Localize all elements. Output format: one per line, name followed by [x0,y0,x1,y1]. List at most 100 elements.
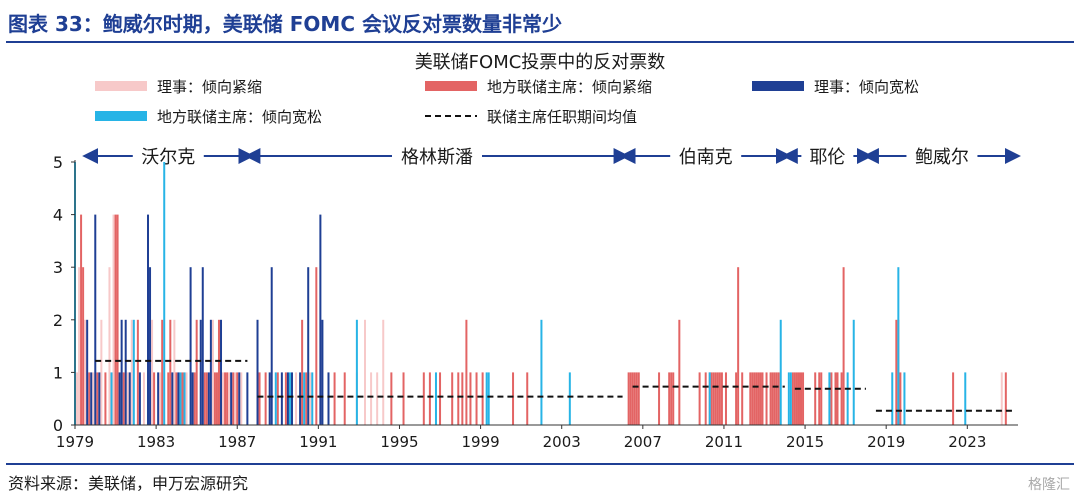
bar-governor_loose-21 [230,372,233,425]
bar-governor_tight-11 [159,372,162,425]
bar-president_tight-81 [769,372,772,425]
bar-president_loose-21 [846,372,849,425]
legend-label-governor_tight: 理事：倾向紧缩 [157,78,262,96]
bar-president_tight-11 [167,372,170,425]
bar-president_loose-13 [487,372,490,425]
bar-president_tight-2 [88,372,91,425]
bar-governor_loose-16 [199,319,202,425]
bar-governor_loose-9 [147,214,150,425]
bar-president_tight-53 [635,372,638,425]
bar-governor_loose-10 [149,267,152,425]
bar-president_tight-1 [82,267,85,425]
bar-president_tight-33 [333,372,336,425]
bar-president_tight-67 [718,372,721,425]
bar-president_tight-43 [465,319,468,425]
bar-president_tight-52 [633,372,636,425]
bar-governor_loose-8 [138,372,141,425]
bar-governor_loose-18 [207,372,210,425]
bar-president_tight-5 [114,214,117,425]
bar-president_tight-87 [793,372,796,425]
bar-president_tight-84 [775,372,778,425]
x-tick-label-2011: 2011 [705,433,743,451]
bar-governor_loose-28 [286,372,289,425]
bar-governor_loose-15 [191,372,194,425]
era-label-bg-2 [670,142,742,168]
y-tick-label-2: 2 [53,311,63,330]
bar-president_tight-97 [836,372,839,425]
bar-governor_tight-1 [78,267,81,425]
bar-president_loose-12 [485,372,488,425]
bar-president_tight-47 [512,372,515,425]
y-tick-label-5: 5 [53,153,63,172]
bar-governor_tight-13 [185,372,188,425]
bar-governor_loose-3 [98,372,101,425]
bar-president_tight-8 [136,319,139,425]
bar-governor_tight-12 [173,319,176,425]
bar-president_tight-60 [698,372,701,425]
x-tick-label-2007: 2007 [624,433,662,451]
bar-president_tight-18 [205,372,208,425]
bar-president_loose-14 [540,319,543,425]
bar-president_tight-48 [526,372,529,425]
bar-president_loose-25 [903,372,906,425]
bar-governor_loose-6 [124,319,127,425]
bar-governor_loose-5 [120,319,123,425]
bar-governor_loose-0 [86,319,89,425]
legend-swatch-president_tight [425,81,477,91]
bar-president_tight-19 [213,372,216,425]
bar-governor_loose-17 [201,267,204,425]
bar-governor_tight-5 [108,267,111,425]
axes: 0 1 2 3 4 5 1979 1983 1987 1991 1995 1999 2003 2007 20… [53,153,1018,451]
bar-president_tight-57 [670,372,673,425]
bar-president_loose-2 [132,319,135,425]
bar-governor_tight-24 [370,372,373,425]
bar-president_tight-6 [116,214,119,425]
bar-president_loose-3 [163,162,166,425]
bar-president_loose-4 [179,372,182,425]
bar-president_loose-6 [274,372,277,425]
bar-president_tight-100 [895,319,898,425]
bar-president_tight-16 [195,319,198,425]
y-tick-label-4: 4 [53,206,63,225]
legend-swatch-president_loose [95,111,147,121]
legend-label-president_loose: 地方联储主席：倾向宽松 [157,108,322,126]
bar-president_tight-13 [175,372,178,425]
bar-president_tight-95 [830,372,833,425]
bar-president_tight-22 [224,372,227,425]
figure-title: 图表 33：鲍威尔时期，美联储 FOMC 会议反对票数量非常少 [8,12,562,36]
bar-governor_tight-7 [126,372,129,425]
era-label-bg-0 [132,142,204,168]
era-label-2: 伯南克 [679,147,733,168]
bar-president_tight-37 [422,372,425,425]
bar-governor_loose-12 [171,372,174,425]
x-tick-label-2019: 2019 [867,433,905,451]
bar-governor_tight-2 [84,319,87,425]
bar-president_tight-82 [771,372,774,425]
x-tick-label-2023: 2023 [948,433,986,451]
bar-governor_loose-11 [157,372,160,425]
bar-governor_tight-3 [92,372,95,425]
legend-swatch-governor_tight [95,81,147,91]
bar-president_loose-9 [311,372,314,425]
bar-president_tight-89 [797,372,800,425]
bar-president_tight-75 [753,372,756,425]
bar-president_tight-83 [773,372,776,425]
bar-president_tight-68 [720,372,723,425]
bar-governor_tight-27 [1000,372,1003,425]
bar-president_tight-46 [481,372,484,425]
bar-president_tight-25 [236,372,239,425]
bar-governor_tight-8 [130,319,133,425]
bar-governor_tight-18 [234,372,237,425]
average-lines [95,359,1014,412]
bar-president_tight-39 [439,372,442,425]
bar-president_loose-23 [891,372,894,425]
bar-president_tight-38 [428,372,431,425]
bar-governor_tight-23 [363,319,366,425]
bar-president_tight-3 [96,372,99,425]
bar-governor_loose-27 [280,372,283,425]
era-label-bg-4 [906,142,978,168]
bar-governor_tight-6 [112,214,115,425]
bar-president_tight-85 [777,372,780,425]
era-label-1: 格林斯潘 [401,147,473,168]
bar-governor_loose-26 [270,267,273,425]
